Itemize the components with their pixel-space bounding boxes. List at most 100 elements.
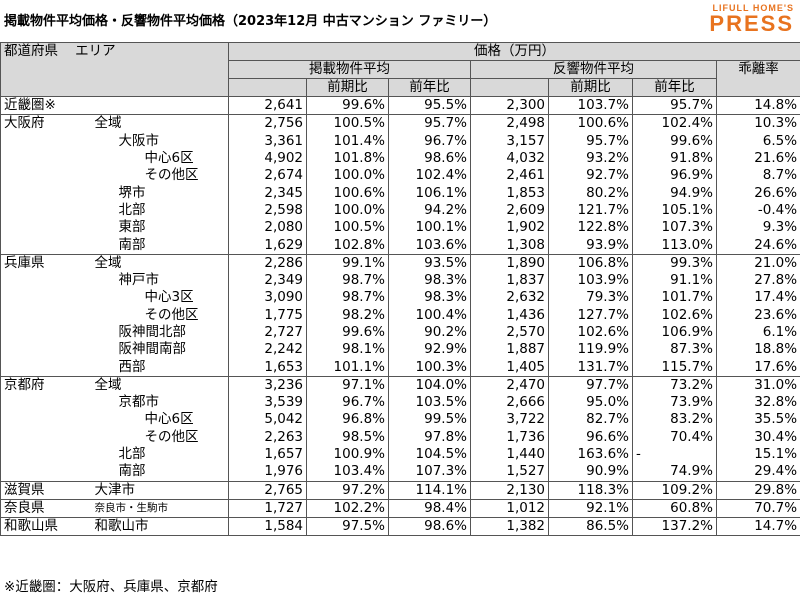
value-cell: 24.6% (716, 236, 800, 255)
pref-cell (0, 289, 91, 307)
value-cell: 17.4% (716, 289, 800, 307)
value-cell: 91.1% (632, 271, 718, 290)
value-cell: 2,461 (470, 167, 550, 185)
value-cell: 21.0% (716, 253, 800, 272)
value-cell: 9.3% (716, 219, 800, 237)
pref-cell (0, 184, 91, 202)
table-row: 西部 1,653 101.1% 100.3% 1,405 131.7% 115.7% 17.6… (0, 358, 800, 377)
value-cell: 93.5% (388, 253, 472, 272)
value-cell: 93.9% (548, 236, 634, 255)
value-cell: 2,641 (228, 95, 308, 115)
header-pref: 都道府県 (4, 43, 58, 60)
value-cell: 2,598 (228, 201, 308, 220)
value-cell: 8.7% (716, 167, 800, 185)
table-row: 滋賀県 大津市 2,765 97.2% 114.1% 2,130 118.3% 109.2% 2… (0, 480, 800, 500)
value-cell: 101.4% (306, 132, 390, 150)
table-row: 阪神間北部 2,727 99.6% 90.2% 2,570 102.6% 106.9% 6.1… (0, 323, 800, 342)
value-cell: 98.5% (306, 428, 390, 446)
value-cell: 92.7% (548, 167, 634, 185)
value-cell: 80.2% (548, 184, 634, 202)
table-row: 大阪市 3,361 101.4% 96.7% 3,157 95.7% 99.6% 6.5% (0, 132, 800, 150)
area-cell: その他区 (90, 306, 230, 324)
pref-cell (0, 236, 91, 255)
value-cell: 32.8% (716, 394, 800, 412)
value-cell: 1,775 (228, 306, 308, 324)
pref-cell (0, 271, 91, 290)
value-cell: 91.8% (632, 149, 718, 168)
value-cell: 18.8% (716, 341, 800, 359)
area-cell: 全域 (90, 114, 230, 133)
value-cell: 98.6% (388, 517, 472, 537)
value-cell: 97.2% (306, 480, 390, 500)
value-cell: 2,349 (228, 271, 308, 290)
value-cell: 1,902 (470, 219, 550, 237)
table-row: その他区 2,263 98.5% 97.8% 1,736 96.6% 70.4% 30.4% (0, 428, 800, 446)
value-cell: 14.8% (716, 95, 800, 115)
table-row: 大阪府 全域 2,756 100.5% 95.7% 2,498 100.6% 102.4% 10… (0, 114, 800, 133)
value-cell: 102.6% (632, 306, 718, 324)
area-cell: 中心6区 (90, 149, 230, 168)
value-cell: 93.2% (548, 149, 634, 168)
area-cell: 和歌山市 (90, 517, 230, 537)
value-cell: 95.7% (548, 132, 634, 150)
area-cell: 阪神間南部 (90, 341, 230, 359)
value-cell: 1,890 (470, 253, 550, 272)
pref-cell (0, 445, 91, 464)
value-cell: 92.1% (548, 498, 634, 518)
value-cell: 73.9% (632, 394, 718, 412)
value-cell: 2,080 (228, 219, 308, 237)
area-cell: 中心6区 (90, 411, 230, 429)
value-cell: 95.5% (388, 95, 472, 115)
area-cell (90, 95, 230, 115)
value-cell: 26.6% (716, 184, 800, 202)
pref-cell: 滋賀県 (0, 480, 91, 500)
value-cell: 31.0% (716, 375, 800, 395)
value-cell: 1,629 (228, 236, 308, 255)
value-cell: 21.6% (716, 149, 800, 168)
value-cell: 100.0% (306, 167, 390, 185)
value-cell: 2,498 (470, 114, 550, 133)
value-cell: 6.5% (716, 132, 800, 150)
value-cell: 106.1% (388, 184, 472, 202)
value-cell: 1,657 (228, 445, 308, 464)
value-cell: 3,361 (228, 132, 308, 150)
value-cell: -0.4% (716, 201, 800, 220)
value-cell: 114.1% (388, 480, 472, 500)
value-cell: 60.8% (632, 498, 718, 518)
value-cell: 104.0% (388, 375, 472, 395)
area-cell: その他区 (90, 428, 230, 446)
value-cell: 82.7% (548, 411, 634, 429)
pref-cell: 近畿圏※ (0, 95, 91, 115)
value-cell: 35.5% (716, 411, 800, 429)
value-cell: 101.1% (306, 358, 390, 377)
value-cell: 102.4% (632, 114, 718, 133)
value-cell: 118.3% (548, 480, 634, 500)
value-cell: 99.1% (306, 253, 390, 272)
value-cell: 1,308 (470, 236, 550, 255)
table-row: 京都市 3,539 96.7% 103.5% 2,666 95.0% 73.9% 32.8% (0, 394, 800, 412)
value-cell: 2,345 (228, 184, 308, 202)
value-cell: 96.6% (548, 428, 634, 446)
header-sub: 前年比 (632, 78, 718, 97)
value-cell: 23.6% (716, 306, 800, 324)
logo: LIFULL HOME'S PRESS (709, 4, 794, 35)
table-row: その他区 1,775 98.2% 100.4% 1,436 127.7% 102.6% 23.… (0, 306, 800, 324)
value-cell: 2,727 (228, 323, 308, 342)
area-cell: 奈良市・生駒市 (90, 498, 230, 518)
table-row: 南部 1,629 102.8% 103.6% 1,308 93.9% 113.0% 24.6% (0, 236, 800, 255)
pref-cell: 大阪府 (0, 114, 91, 133)
pref-cell (0, 341, 91, 359)
value-cell: 106.9% (632, 323, 718, 342)
value-cell: 2,632 (470, 289, 550, 307)
value-cell: 1,382 (470, 517, 550, 537)
value-cell: 14.7% (716, 517, 800, 537)
value-cell: 4,902 (228, 149, 308, 168)
value-cell: 100.6% (548, 114, 634, 133)
header-sub: 前期比 (306, 78, 390, 97)
table-row: 北部 1,657 100.9% 104.5% 1,440 163.6% -15.1% (0, 445, 800, 464)
value-cell: 5,042 (228, 411, 308, 429)
value-cell: 15.1% (716, 445, 800, 464)
table-row: 阪神間南部 2,242 98.1% 92.9% 1,887 119.9% 87.3% 18.8… (0, 341, 800, 359)
value-cell: 98.1% (306, 341, 390, 359)
